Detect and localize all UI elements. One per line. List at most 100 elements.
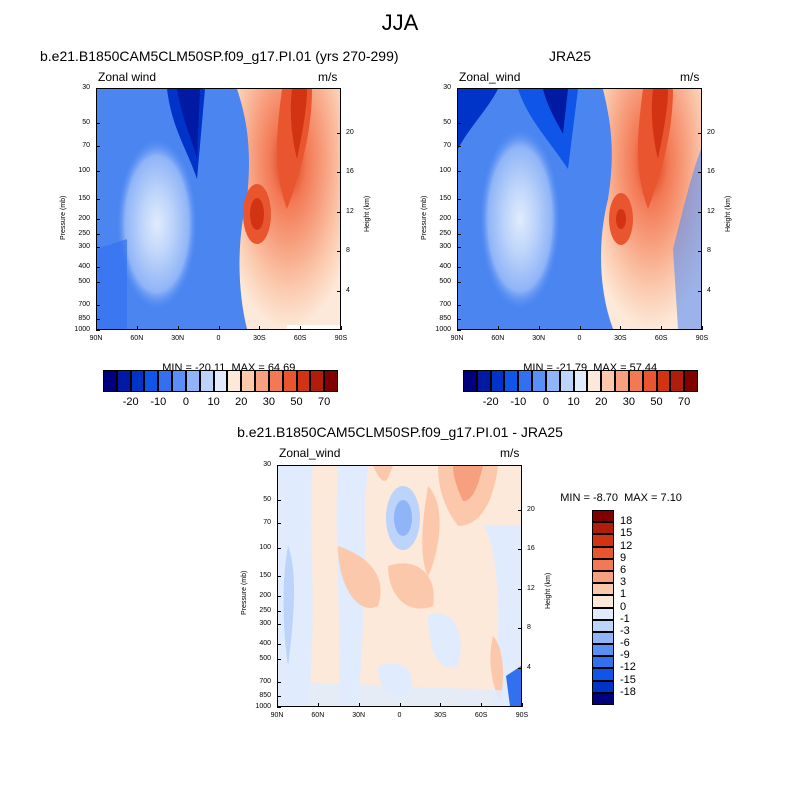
x-tick-label: 0 xyxy=(577,335,582,342)
colorbar-swatch xyxy=(185,370,200,392)
colorbar-swatch xyxy=(282,370,297,392)
x-tick-mark xyxy=(317,703,319,707)
x-tick-mark xyxy=(538,326,540,330)
min-label: MIN = xyxy=(560,492,593,504)
x-tick-label: 60S xyxy=(654,335,668,342)
y-right-tick-mark xyxy=(337,172,341,174)
colorbar-swatch xyxy=(573,370,588,392)
colorbar-swatch xyxy=(684,370,698,392)
y-tick-label: 400 xyxy=(78,262,90,270)
y-tick-label: 400 xyxy=(259,639,271,647)
y-right-tick-label: 4 xyxy=(707,286,711,294)
y-tick-label: 70 xyxy=(263,519,271,527)
colorbar-swatch xyxy=(296,370,311,392)
y-tick-mark xyxy=(457,123,461,125)
contour-field xyxy=(458,89,701,329)
contour-field xyxy=(278,466,521,706)
colorbar-label: -3 xyxy=(620,624,630,637)
colorbar-label: -10 xyxy=(150,396,167,408)
max-value: 7.10 xyxy=(660,492,682,504)
x-tick-label: 30S xyxy=(434,712,447,719)
y-tick-label: 100 xyxy=(78,167,90,175)
y-tick-mark xyxy=(277,576,281,578)
y-right-tick-mark xyxy=(337,290,341,292)
colorbar-label: 18 xyxy=(620,515,633,528)
y-tick-mark xyxy=(277,595,281,597)
colorbar-label: 50 xyxy=(650,396,663,408)
variable-label: Zonal wind xyxy=(98,70,157,84)
y-tick-mark xyxy=(277,659,281,661)
y-tick-mark xyxy=(457,218,461,220)
y-tick-label: 1000 xyxy=(74,326,90,333)
colorbar-swatch xyxy=(158,370,173,392)
colorbar-label: 30 xyxy=(622,396,635,408)
x-tick-label: 30S xyxy=(614,335,627,342)
x-tick-mark xyxy=(259,326,261,330)
y-tick-mark xyxy=(277,707,281,708)
x-tick-label: 30N xyxy=(171,335,185,342)
x-tick-mark xyxy=(218,326,220,330)
colorbar-label: 0 xyxy=(620,600,627,613)
x-tick-label: 30N xyxy=(532,335,546,342)
y-right-tick-mark xyxy=(337,211,341,213)
y-tick-label: 150 xyxy=(259,572,271,580)
y-right-tick-label: 12 xyxy=(527,584,535,592)
colorbar-label: 0 xyxy=(542,396,549,408)
colorbar-swatch xyxy=(227,370,242,392)
y-tick-label: 30 xyxy=(443,84,451,91)
y-tick-mark xyxy=(96,246,100,248)
y-right-tick-mark xyxy=(518,549,522,551)
contour-field xyxy=(97,89,340,329)
colorbar-swatch xyxy=(199,370,214,392)
y-tick-mark xyxy=(277,500,281,502)
colorbar-swatch xyxy=(592,546,614,559)
y-tick-label: 700 xyxy=(439,301,451,309)
y-tick-label: 400 xyxy=(439,262,451,270)
y-tick-mark xyxy=(457,318,461,320)
y-right-tick-label: 16 xyxy=(346,168,354,176)
x-tick-mark xyxy=(358,703,360,707)
y-right-tick-mark xyxy=(698,132,702,134)
y-right-tick-label: 4 xyxy=(527,663,531,671)
y-axis-right-label: Height (km) xyxy=(364,195,371,232)
y-tick-label: 200 xyxy=(439,214,451,222)
x-tick-label: 90N xyxy=(450,335,464,342)
colorbar-label: 0 xyxy=(182,396,189,408)
y-tick-label: 150 xyxy=(78,195,90,203)
panel-title: JRA25 xyxy=(548,48,592,64)
colorbar-swatch xyxy=(656,370,671,392)
colorbar-swatch xyxy=(476,370,491,392)
colorbar-label: -9 xyxy=(620,649,630,662)
colorbar-label: -12 xyxy=(620,661,636,674)
y-right-tick-mark xyxy=(698,290,702,292)
y-tick-label: 50 xyxy=(263,496,271,504)
y-tick-mark xyxy=(457,330,461,331)
contour-plot-area xyxy=(457,88,702,330)
x-tick-mark xyxy=(96,326,97,330)
colorbar-label: 10 xyxy=(207,396,220,408)
y-tick-mark xyxy=(277,643,281,645)
y-tick-mark xyxy=(277,623,281,625)
units-label: m/s xyxy=(318,70,338,84)
units-label: m/s xyxy=(680,70,700,84)
colorbar-label: 6 xyxy=(620,563,627,576)
y-tick-mark xyxy=(457,282,461,284)
colorbar-label: -18 xyxy=(620,685,636,698)
y-tick-mark xyxy=(277,695,281,697)
min-value: -8.70 xyxy=(592,492,619,504)
y-tick-label: 200 xyxy=(78,214,90,222)
y-tick-mark xyxy=(277,611,281,613)
y-right-tick-mark xyxy=(337,251,341,253)
y-right-tick-label: 4 xyxy=(346,286,350,294)
y-tick-mark xyxy=(457,88,461,89)
colorbar-swatch xyxy=(592,595,614,608)
y-right-tick-label: 8 xyxy=(527,624,531,632)
colorbar-swatch xyxy=(592,644,614,657)
colorbar-label: -20 xyxy=(482,396,499,408)
colorbar-swatch xyxy=(504,370,519,392)
x-tick-label: 0 xyxy=(397,712,402,719)
y-right-tick-label: 16 xyxy=(707,168,715,176)
x-tick-label: 90S xyxy=(515,712,529,719)
colorbar-swatch xyxy=(144,370,159,392)
colorbar-swatch xyxy=(592,583,614,596)
